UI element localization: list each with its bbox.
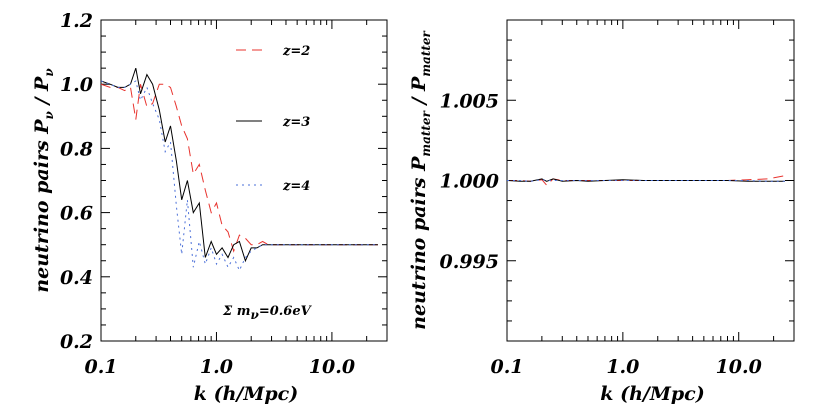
y-tick-label: 1.2 — [60, 10, 93, 32]
series-line-z2 — [101, 83, 378, 253]
mass-annotation: Σ mν=0.6eV — [222, 304, 313, 322]
series-line-z3 — [101, 67, 378, 263]
y-axis-label: neutrino pairs Pmatter / Pmatter — [408, 29, 433, 329]
x-axis-label: k (h/Mpc) — [194, 383, 298, 405]
y-tick-label: 1.000 — [440, 171, 500, 193]
left-panel: 0.1 1.0 10.0 0.2 0.4 0.6 0.8 1.0 1.2 k (h/Mpc) neu… — [31, 10, 388, 405]
x-axis-label: k (h/Mpc) — [600, 383, 704, 405]
y-tick-label: 0.8 — [60, 138, 93, 160]
series-line-z3 — [507, 178, 785, 182]
plot-frame — [100, 19, 388, 342]
legend-label: z=2 — [282, 44, 310, 59]
y-tick-label: 0.6 — [60, 203, 93, 225]
y-axis-label: neutrino pairs Pν / Pν — [31, 68, 56, 293]
x-tick-label: 10.0 — [716, 356, 762, 378]
legend-label: z=3 — [282, 115, 310, 130]
x-tick-label: 0.1 — [490, 356, 523, 378]
y-tick-label: 1.005 — [440, 90, 500, 112]
y-tick-label: 0.4 — [60, 267, 93, 289]
y-tick-label: 1.0 — [60, 74, 93, 96]
x-tick-label: 1.0 — [200, 356, 233, 378]
x-tick-label: 0.1 — [84, 356, 117, 378]
right-panel: 0.1 1.0 10.0 0.995 1.000 1.005 k (h/Mpc) neutri… — [408, 19, 795, 405]
y-tick-label: 0.995 — [440, 251, 500, 273]
y-tick-label: 0.2 — [60, 331, 93, 353]
legend-label: z=4 — [282, 179, 310, 194]
x-tick-label: 1.0 — [606, 356, 639, 378]
x-tick-label: 10.0 — [309, 356, 355, 378]
